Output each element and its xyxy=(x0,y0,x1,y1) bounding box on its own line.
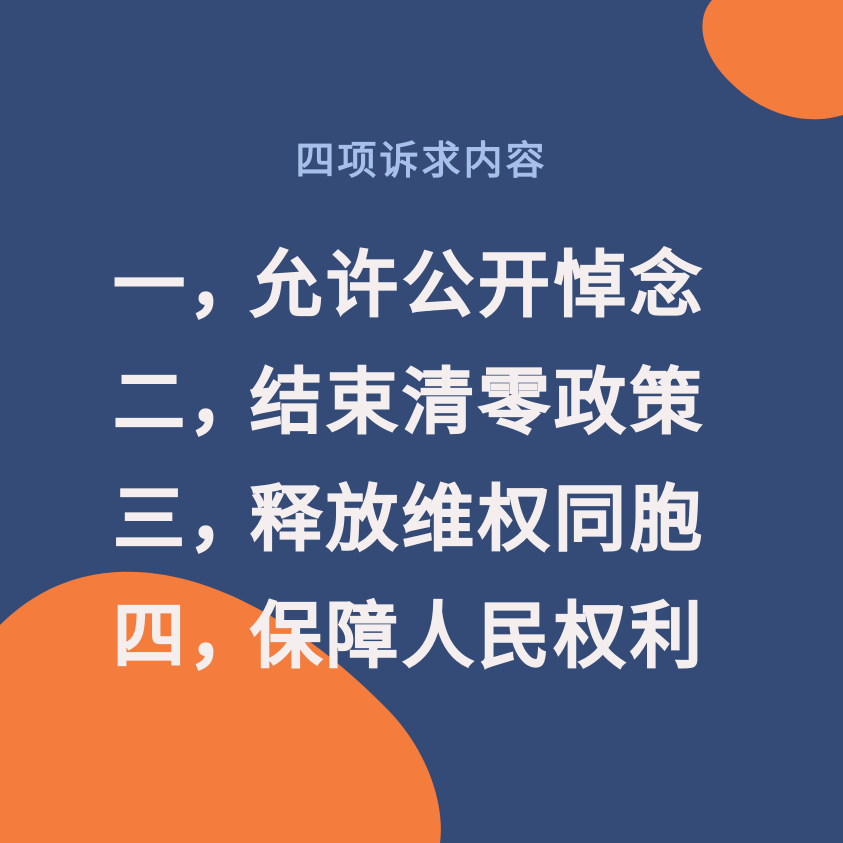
demand-separator: ， xyxy=(188,594,261,679)
demand-separator: ， xyxy=(188,243,261,328)
demand-item: 一，允许公开悼念 xyxy=(110,240,750,330)
demand-number: 四 xyxy=(112,594,185,679)
demand-number: 三 xyxy=(112,477,185,562)
demand-text: 保障人民权利 xyxy=(249,594,707,679)
demand-separator: ， xyxy=(188,360,261,445)
demand-number: 一 xyxy=(112,243,185,328)
demand-item: 三，释放维权同胞 xyxy=(110,474,750,564)
top-right-orange-blob xyxy=(702,0,843,120)
demand-separator: ， xyxy=(188,477,261,562)
demand-number: 二 xyxy=(112,360,185,445)
demand-item: 四，保障人民权利 xyxy=(110,591,750,681)
bottom-left-orange-blob xyxy=(0,571,441,843)
demand-text: 结束清零政策 xyxy=(249,360,707,445)
demand-item: 二，结束清零政策 xyxy=(110,357,750,447)
demand-text: 允许公开悼念 xyxy=(249,243,707,328)
page-title: 四项诉求内容 xyxy=(295,139,548,184)
demand-text: 释放维权同胞 xyxy=(249,477,707,562)
